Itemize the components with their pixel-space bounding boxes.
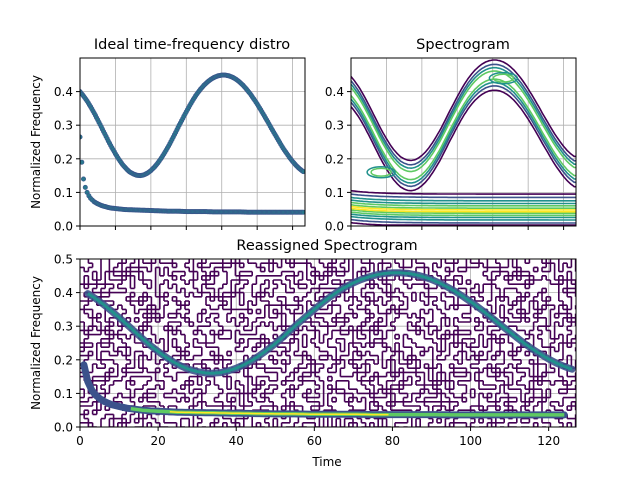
reassigned-xlabel: Time <box>311 455 341 469</box>
data-point <box>82 184 88 190</box>
ideal-plot-panel: 0.0 0.1 0.2 0.3 0.4 <box>54 57 306 234</box>
contour-line <box>366 165 396 179</box>
contour-line <box>351 66 576 170</box>
y-tick-label: 0.1 <box>54 387 73 401</box>
plot-area <box>80 259 576 427</box>
contour-line <box>351 207 576 213</box>
contour-line <box>351 63 576 166</box>
data-point <box>300 209 305 215</box>
data-point <box>81 176 87 182</box>
x-tick-label: 0 <box>76 434 84 448</box>
axes-frame <box>350 57 577 227</box>
data-point <box>300 169 305 175</box>
y-tick-label: 0.4 <box>54 286 73 300</box>
axes-frame <box>79 258 577 428</box>
y-tick-label: 0.0 <box>54 421 73 435</box>
contour-line <box>351 196 576 202</box>
ridge-sinusoid-core <box>86 271 573 375</box>
contour-line <box>351 78 576 181</box>
x-tick-label: 120 <box>537 434 560 448</box>
reassigned-chart-title: Reassigned Spectrogram <box>236 238 417 254</box>
y-tick-label: 0.4 <box>325 85 344 99</box>
contour-line <box>351 193 576 199</box>
contour-line <box>351 213 576 219</box>
x-tick-label: 40 <box>229 434 244 448</box>
contour-line <box>351 215 576 221</box>
axes-frame <box>79 57 306 227</box>
contour-line <box>351 204 576 209</box>
contour-line <box>351 89 576 192</box>
contour-line <box>351 209 576 215</box>
contour-line <box>351 70 576 173</box>
contour-line <box>351 201 576 207</box>
x-tick-label: 80 <box>385 434 400 448</box>
contour-line <box>351 221 576 226</box>
spectrogram-plot-panel: 0.0 0.1 0.2 0.3 0.4 <box>325 57 577 234</box>
contour-line <box>370 167 392 177</box>
ideal-chart-title: Ideal time-frequency distro <box>94 37 290 53</box>
ideal-ylabel: Normalized Frequency <box>29 75 43 209</box>
x-tick-label: 20 <box>150 434 165 448</box>
reassigned-ylabel: Normalized Frequency <box>29 276 43 410</box>
x-tick-label: 100 <box>459 434 482 448</box>
y-tick-label: 0.2 <box>54 353 73 367</box>
ridge-tone-peak <box>169 411 389 416</box>
reassigned-plot-panel: 0.0 0.1 0.2 0.3 0.4 0.5 0 20 40 60 80 100 120 <box>54 253 577 448</box>
y-tick-label: 0.5 <box>54 253 73 267</box>
contour-line <box>351 81 576 184</box>
contour-line <box>351 218 576 224</box>
contour-line <box>351 211 576 217</box>
y-tick-label: 0.3 <box>54 119 73 133</box>
x-tick-label: 60 <box>307 434 322 448</box>
contour-line <box>351 199 576 205</box>
spectrogram-chart-title: Spectrogram <box>416 37 510 53</box>
noise-contours <box>80 259 576 427</box>
y-tick-label: 0.0 <box>325 220 344 234</box>
contour-line <box>351 205 576 211</box>
plot-area <box>351 59 576 226</box>
contour-line <box>488 71 519 85</box>
contour-line <box>351 189 576 195</box>
y-tick-label: 0.4 <box>54 85 73 99</box>
contour-line <box>492 73 515 83</box>
y-tick-label: 0.3 <box>325 119 344 133</box>
y-tick-label: 0.3 <box>54 320 73 334</box>
y-tick-label: 0.0 <box>54 220 73 234</box>
y-tick-label: 0.2 <box>325 152 344 166</box>
plot-area <box>80 72 305 215</box>
y-tick-label: 0.1 <box>54 186 73 200</box>
contour-line <box>351 59 576 162</box>
y-tick-label: 0.1 <box>325 186 344 200</box>
data-point <box>80 159 85 165</box>
y-tick-label: 0.2 <box>54 152 73 166</box>
